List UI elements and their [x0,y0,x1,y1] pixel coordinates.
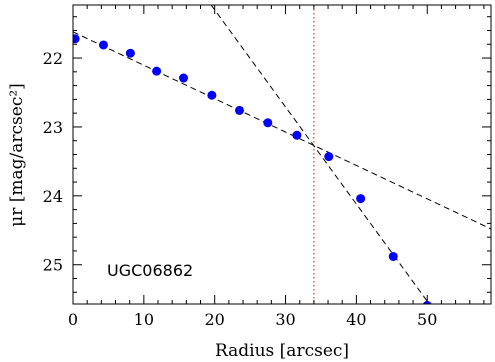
plot-area [73,5,491,304]
x-tick-label: 20 [205,310,225,329]
y-axis-title: μr [mag/arcsec²] [7,83,27,227]
data-point [207,90,217,100]
y-tick-label: 25 [43,256,63,275]
x-tick-label: 30 [275,310,295,329]
y-tick-label: 24 [43,187,63,206]
x-tick-label: 40 [346,310,366,329]
data-point [73,34,80,44]
data-point [179,73,189,83]
y-tick-label: 23 [43,118,63,137]
data-point [388,251,398,261]
data-point [263,118,273,128]
x-tick-label: 10 [134,310,154,329]
x-tick-label: 0 [68,310,78,329]
axis-ticks: 0 10 20 30 40 50 22 23 24 25 [43,5,491,329]
data-point [234,105,244,115]
data-point [125,48,135,58]
x-axis-title: Radius [arcsec] [215,341,349,361]
annotation-galaxy-name: UGC06862 [107,261,193,280]
y-tick-label: 22 [43,49,63,68]
data-point [98,40,108,50]
data-point [152,66,162,76]
x-tick-label: 50 [417,310,437,329]
data-point [324,152,334,162]
fit-line-1 [73,31,491,230]
data-point [356,194,366,204]
data-point [292,130,302,140]
